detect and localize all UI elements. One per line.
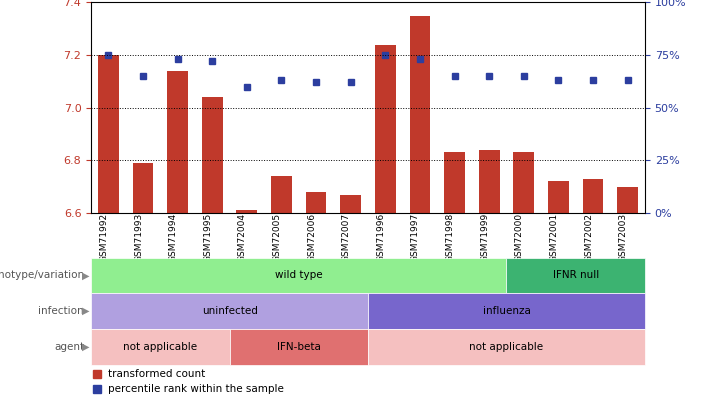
Text: GSM71994: GSM71994 xyxy=(169,213,177,262)
Bar xyxy=(375,45,396,213)
Bar xyxy=(341,194,361,213)
Text: GSM72000: GSM72000 xyxy=(515,213,524,262)
Text: GSM71998: GSM71998 xyxy=(446,213,454,262)
Bar xyxy=(132,163,154,213)
Text: agent: agent xyxy=(54,342,84,352)
Text: ▶: ▶ xyxy=(82,271,90,280)
Bar xyxy=(409,16,430,213)
Bar xyxy=(98,55,119,213)
Text: GSM71992: GSM71992 xyxy=(100,213,109,262)
Text: influenza: influenza xyxy=(482,306,531,316)
FancyBboxPatch shape xyxy=(91,258,507,293)
Text: GSM72002: GSM72002 xyxy=(584,213,593,262)
Text: GSM71995: GSM71995 xyxy=(203,213,212,262)
Text: infection: infection xyxy=(39,306,84,316)
Text: GSM71993: GSM71993 xyxy=(134,213,143,262)
FancyBboxPatch shape xyxy=(368,329,645,364)
Text: GSM72001: GSM72001 xyxy=(550,213,559,262)
Text: percentile rank within the sample: percentile rank within the sample xyxy=(108,384,284,394)
Text: uninfected: uninfected xyxy=(202,306,257,316)
Bar xyxy=(618,187,638,213)
FancyBboxPatch shape xyxy=(230,329,368,364)
Text: transformed count: transformed count xyxy=(108,369,205,379)
Text: GSM72005: GSM72005 xyxy=(273,213,282,262)
Text: GSM71999: GSM71999 xyxy=(480,213,489,262)
Text: IFNR null: IFNR null xyxy=(552,271,599,280)
Text: wild type: wild type xyxy=(275,271,322,280)
Text: GSM72003: GSM72003 xyxy=(618,213,627,262)
Text: GSM72004: GSM72004 xyxy=(238,213,247,262)
Bar xyxy=(583,179,604,213)
Bar xyxy=(479,150,500,213)
Text: ▶: ▶ xyxy=(82,342,90,352)
Bar xyxy=(444,152,465,213)
Bar xyxy=(513,152,534,213)
Bar xyxy=(236,210,257,213)
Bar xyxy=(168,71,188,213)
FancyBboxPatch shape xyxy=(91,329,230,364)
FancyBboxPatch shape xyxy=(368,293,645,329)
Text: not applicable: not applicable xyxy=(123,342,198,352)
Text: not applicable: not applicable xyxy=(470,342,543,352)
Text: GSM71996: GSM71996 xyxy=(376,213,386,262)
Bar xyxy=(306,192,327,213)
Text: genotype/variation: genotype/variation xyxy=(0,271,84,280)
Bar xyxy=(202,97,223,213)
Text: GSM72006: GSM72006 xyxy=(307,213,316,262)
Bar xyxy=(271,176,292,213)
Text: IFN-beta: IFN-beta xyxy=(277,342,321,352)
Text: GSM71997: GSM71997 xyxy=(411,213,420,262)
Text: ▶: ▶ xyxy=(82,306,90,316)
FancyBboxPatch shape xyxy=(91,293,368,329)
Text: GSM72007: GSM72007 xyxy=(341,213,350,262)
FancyBboxPatch shape xyxy=(507,258,645,293)
Bar xyxy=(548,181,569,213)
